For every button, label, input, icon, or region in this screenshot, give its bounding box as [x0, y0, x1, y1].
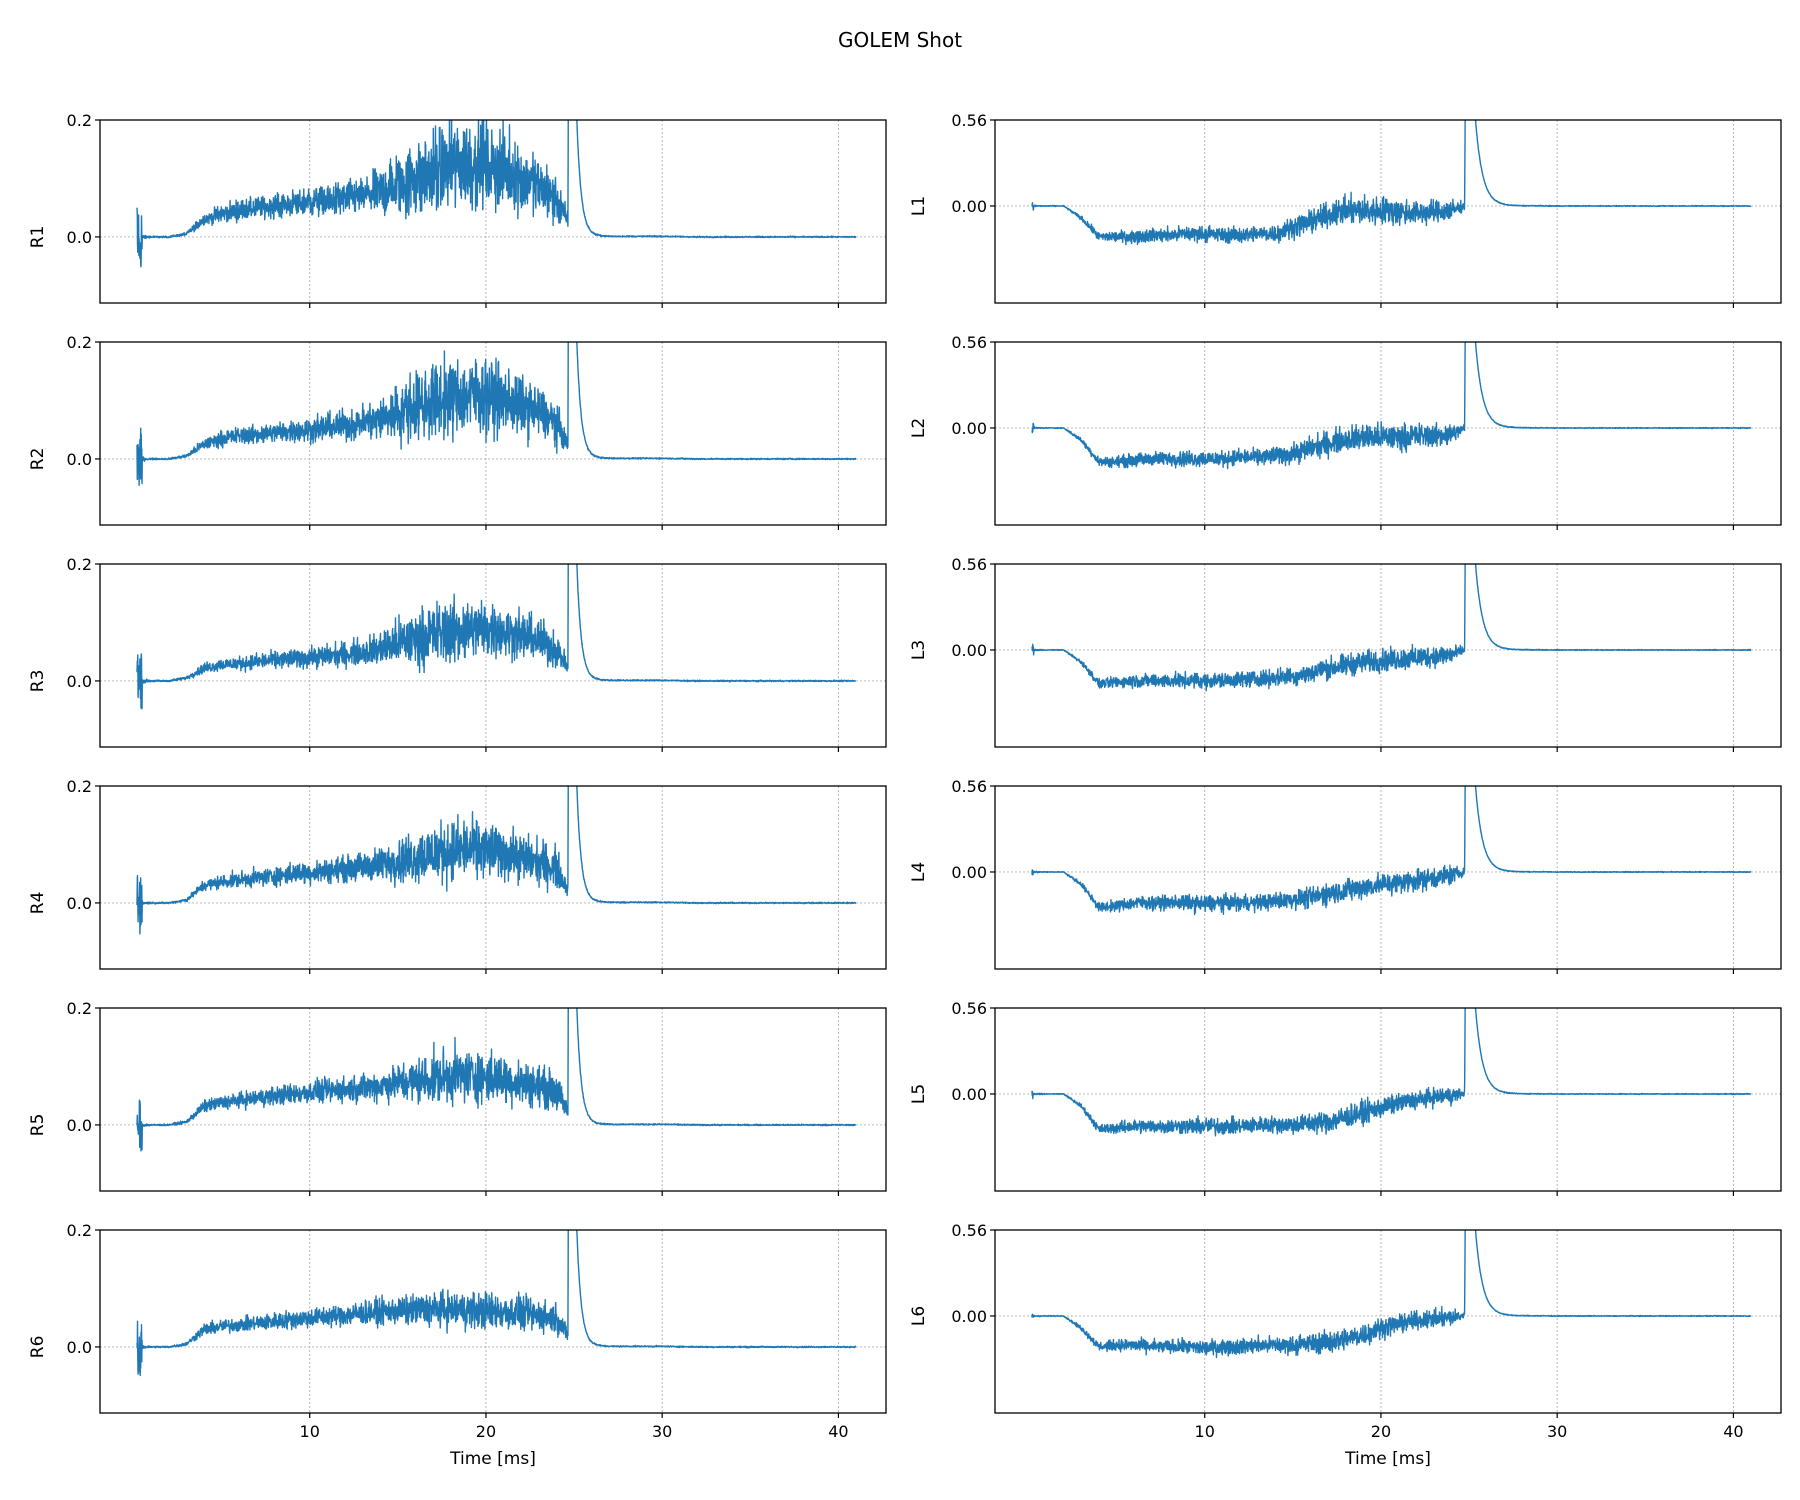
series-line-r4 — [136, 786, 857, 935]
x-axis-label: Time [ms] — [1344, 1449, 1431, 1469]
axes-frame — [994, 563, 1782, 748]
y-tick-label: 0.2 — [67, 777, 92, 796]
subplot-r6: 0.0 0.2 R6 10 20 30 40 Time [ms] — [28, 1221, 887, 1469]
series-line-r6 — [136, 1230, 857, 1377]
y-tick-label: 0.0 — [67, 228, 92, 247]
y-tick-label: 0.2 — [67, 333, 92, 352]
subplot-l5: 0.00 0.56 L5 — [909, 999, 1782, 1196]
subplot-l3: 0.00 0.56 L3 — [909, 555, 1782, 752]
series-line-l4 — [1031, 786, 1752, 916]
y-axis-label: R2 — [28, 448, 48, 471]
axes-frame — [99, 1229, 887, 1414]
y-tick-label: 0.00 — [951, 1307, 987, 1326]
x-tick-label: 10 — [1195, 1422, 1215, 1441]
y-tick-label: 0.56 — [951, 333, 987, 352]
series-line-l5 — [1031, 1008, 1752, 1137]
axes-frame — [99, 341, 887, 526]
y-tick-label: 0.56 — [951, 111, 987, 130]
y-tick-label: 0.00 — [951, 863, 987, 882]
y-tick-label: 0.56 — [951, 777, 987, 796]
y-tick-label: 0.00 — [951, 1085, 987, 1104]
figure-title: GOLEM Shot — [838, 28, 962, 52]
subplot-r3: 0.0 0.2 R3 — [28, 555, 887, 752]
y-tick-label: 0.0 — [67, 1338, 92, 1357]
series-line-r2 — [136, 342, 857, 486]
x-axis-label: Time [ms] — [449, 1449, 536, 1469]
axes-frame — [994, 119, 1782, 304]
y-tick-label: 0.00 — [951, 197, 987, 216]
axes-frame — [994, 1229, 1782, 1414]
subplot-l4: 0.00 0.56 L4 — [909, 777, 1782, 974]
subplot-l2: 0.00 0.56 L2 — [909, 333, 1782, 530]
subplot-r4: 0.0 0.2 R4 — [28, 777, 887, 974]
x-tick-label: 40 — [828, 1422, 848, 1441]
axes-frame — [994, 1007, 1782, 1192]
axes-frame — [994, 785, 1782, 970]
y-axis-label: R5 — [28, 1114, 48, 1137]
subplot-r1: 0.0 0.2 R1 — [28, 111, 887, 308]
y-tick-label: 0.0 — [67, 1116, 92, 1135]
y-axis-label: L5 — [909, 1084, 929, 1104]
axes-frame — [99, 119, 887, 304]
series-line-r3 — [136, 564, 857, 710]
series-line-l3 — [1031, 564, 1752, 692]
y-axis-label: L2 — [909, 418, 929, 438]
y-tick-label: 0.00 — [951, 419, 987, 438]
subplot-r5: 0.0 0.2 R5 — [28, 999, 887, 1196]
axes-frame — [994, 341, 1782, 526]
y-axis-label: R3 — [28, 670, 48, 693]
y-tick-label: 0.56 — [951, 555, 987, 574]
y-tick-label: 0.56 — [951, 999, 987, 1018]
axes-frame — [99, 563, 887, 748]
x-tick-label: 20 — [476, 1422, 496, 1441]
series-line-r1 — [136, 120, 857, 268]
y-tick-label: 0.2 — [67, 555, 92, 574]
axes-frame — [99, 785, 887, 970]
x-tick-label: 30 — [652, 1422, 672, 1441]
y-tick-label: 0.0 — [67, 894, 92, 913]
x-tick-label: 20 — [1371, 1422, 1391, 1441]
x-tick-label: 10 — [300, 1422, 320, 1441]
y-tick-label: 0.56 — [951, 1221, 987, 1240]
series-line-l2 — [1031, 342, 1752, 470]
y-axis-label: L1 — [909, 196, 929, 216]
y-tick-label: 0.2 — [67, 111, 92, 130]
x-tick-label: 30 — [1547, 1422, 1567, 1441]
y-axis-label: R4 — [28, 892, 48, 915]
y-tick-label: 0.2 — [67, 999, 92, 1018]
axes-frame — [99, 1007, 887, 1192]
y-axis-label: R1 — [28, 226, 48, 249]
series-line-l1 — [1031, 120, 1752, 246]
subplot-r2: 0.0 0.2 R2 — [28, 333, 887, 530]
series-line-r5 — [136, 1008, 857, 1152]
series-line-l6 — [1031, 1230, 1752, 1359]
subplot-l1: 0.00 0.56 L1 — [909, 111, 1782, 308]
y-tick-label: 0.0 — [67, 672, 92, 691]
y-axis-label: L6 — [909, 1306, 929, 1326]
x-tick-label: 40 — [1723, 1422, 1743, 1441]
y-tick-label: 0.00 — [951, 641, 987, 660]
y-tick-label: 0.2 — [67, 1221, 92, 1240]
subplot-l6: 0.00 0.56 L6 10 20 30 40 Time [ms] — [909, 1221, 1782, 1469]
y-axis-label: L3 — [909, 640, 929, 660]
y-axis-label: R6 — [28, 1336, 48, 1359]
y-tick-label: 0.0 — [67, 450, 92, 469]
y-axis-label: L4 — [909, 862, 929, 882]
